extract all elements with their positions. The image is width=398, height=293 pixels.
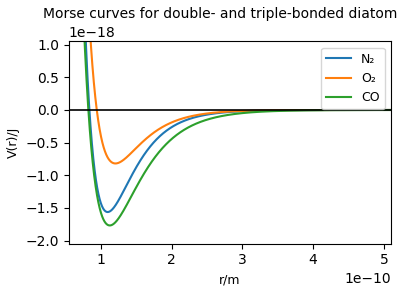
- CO: [223, 114, 228, 117]
- CO: [66, 10, 71, 14]
- Legend: N₂, O₂, CO: N₂, O₂, CO: [321, 48, 385, 109]
- Line: N₂: N₂: [69, 12, 391, 212]
- O₂: [215, 111, 220, 114]
- N₂: [379, 108, 384, 112]
- X-axis label: r/m: r/m: [219, 273, 241, 286]
- O₂: [113, 162, 118, 165]
- CO: [389, 108, 394, 112]
- N₂: [223, 110, 228, 114]
- N₂: [83, 28, 88, 31]
- CO: [379, 108, 384, 112]
- Line: CO: CO: [69, 12, 391, 225]
- CO: [320, 108, 325, 112]
- N₂: [320, 108, 325, 112]
- CO: [379, 108, 384, 112]
- N₂: [66, 10, 71, 14]
- N₂: [379, 108, 384, 112]
- O₂: [389, 108, 394, 112]
- O₂: [66, 10, 71, 14]
- O₂: [83, 10, 88, 14]
- Y-axis label: V(r)/J: V(r)/J: [7, 127, 20, 158]
- Title: Morse curves for double- and triple-bonded diatomics: Morse curves for double- and triple-bond…: [43, 7, 398, 21]
- N₂: [215, 111, 220, 115]
- CO: [107, 224, 112, 227]
- O₂: [379, 108, 384, 112]
- N₂: [389, 108, 394, 112]
- O₂: [320, 108, 325, 112]
- CO: [83, 54, 88, 58]
- O₂: [379, 108, 384, 112]
- O₂: [223, 110, 228, 113]
- N₂: [105, 210, 110, 214]
- Line: O₂: O₂: [69, 12, 391, 163]
- CO: [215, 115, 220, 119]
